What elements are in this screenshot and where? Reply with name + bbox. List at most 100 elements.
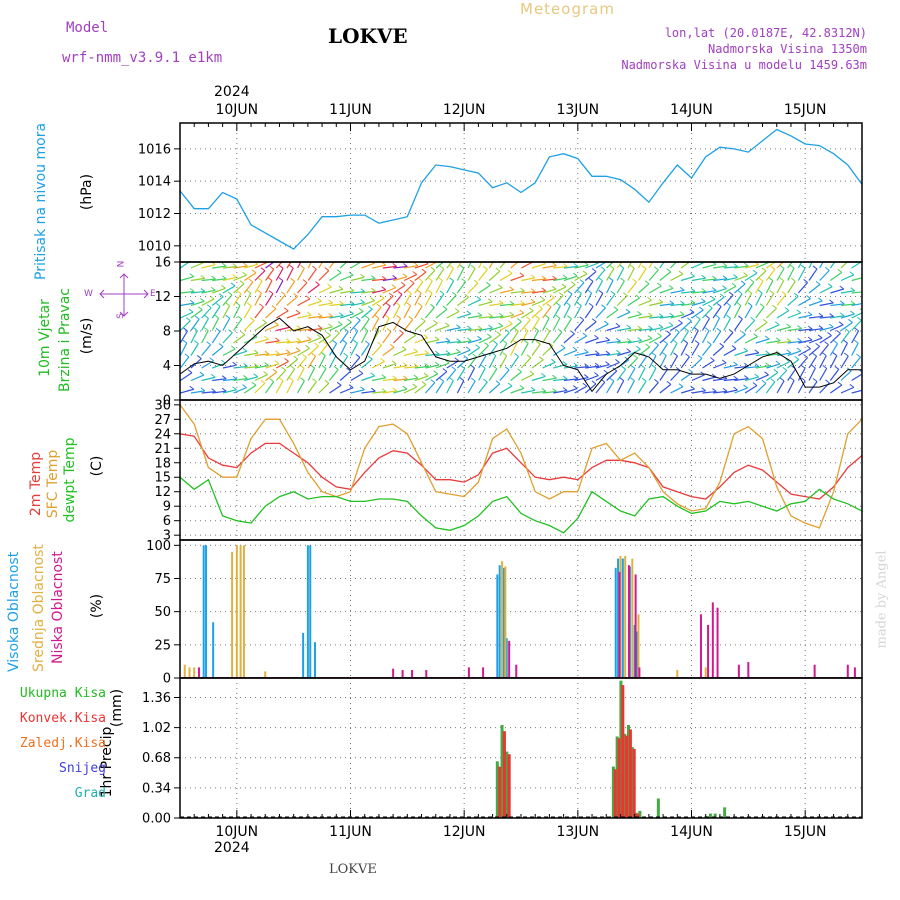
- wind-barb: [372, 390, 387, 394]
- wind-barb: [350, 330, 359, 344]
- bar-precip-1-5: [621, 685, 625, 818]
- wind-barb-tick: [694, 340, 700, 344]
- wind-barb-tick: [465, 346, 471, 351]
- bar-clouds-2-16: [716, 607, 719, 678]
- day-label-top: 10JUN: [215, 102, 258, 118]
- wind-barb: [254, 353, 269, 357]
- wind-barb-tick: [444, 322, 450, 327]
- wind-barb-tick: [523, 327, 529, 332]
- wind-barb: [457, 328, 472, 332]
- wind-barb: [627, 357, 639, 369]
- wind-barb-tick: [312, 265, 317, 270]
- wind-barb: [542, 288, 557, 294]
- wind-barb-tick: [498, 284, 503, 289]
- wind-barb-tick: [264, 335, 269, 340]
- wind-barb-tick: [481, 253, 485, 256]
- wind-barb-tick: [300, 253, 304, 256]
- wind-barb-tick: [797, 337, 802, 342]
- wind-barb-tick: [199, 371, 205, 376]
- wind-barb: [339, 370, 351, 381]
- wind-barb: [617, 340, 632, 344]
- y-tick-label: 0.00: [142, 812, 171, 827]
- wind-barb: [521, 373, 535, 382]
- wind-barb-tick: [472, 353, 477, 358]
- wind-barb: [670, 262, 677, 269]
- wind-barb: [488, 368, 498, 381]
- wind-barb-tick: [187, 369, 193, 374]
- wind-barb: [393, 284, 406, 294]
- wind-barb: [627, 297, 640, 307]
- wind-barb: [307, 355, 317, 369]
- wind-barb-tick: [605, 350, 611, 355]
- wind-barb: [648, 344, 659, 356]
- wind-barb: [617, 351, 631, 357]
- wind-barb: [478, 315, 493, 319]
- y-tick-label: 1010: [138, 239, 171, 254]
- wind-barb-tick: [663, 340, 668, 345]
- wind-barb-tick: [430, 303, 435, 308]
- wind-barb-tick: [284, 358, 289, 362]
- wind-barb-tick: [566, 302, 571, 306]
- wind-barb-tick: [743, 347, 748, 352]
- wind-barb-tick: [722, 285, 727, 289]
- wind-barb: [840, 274, 855, 282]
- wind-barb: [382, 378, 397, 382]
- wind-barb: [243, 320, 255, 331]
- wind-barb: [574, 264, 589, 269]
- wind-barb: [670, 314, 685, 319]
- wind-barb: [819, 286, 833, 294]
- wind-barb: [766, 307, 777, 319]
- y-tick-label: 1012: [138, 207, 171, 222]
- wind-barb: [307, 381, 317, 394]
- wind-barb: [670, 369, 681, 381]
- wind-barb: [243, 384, 257, 394]
- wind-barb: [435, 293, 445, 306]
- bar-clouds-2-2: [401, 670, 404, 678]
- wind-barb-tick: [403, 375, 408, 380]
- wind-barb-tick: [484, 342, 489, 346]
- wind-barb-tick: [779, 377, 785, 382]
- wind-barb: [574, 385, 588, 394]
- bar-clouds-0-1: [205, 545, 208, 678]
- wind-barb-tick: [736, 302, 742, 306]
- wind-barb: [275, 369, 287, 381]
- wind-barb-tick: [391, 360, 397, 365]
- wind-barb: [275, 360, 289, 369]
- wind-barb: [467, 282, 479, 294]
- bar-precip-1-4: [617, 738, 621, 818]
- legend-hail: Grad: [74, 786, 106, 801]
- legend-snow: Snijeg: [59, 761, 106, 776]
- wind-barb: [649, 316, 664, 319]
- wind-barb: [414, 352, 429, 357]
- wind-barb-tick: [395, 302, 401, 306]
- wind-barb-tick: [473, 279, 479, 284]
- wind-barb: [776, 352, 791, 357]
- wind-barb: [691, 343, 700, 356]
- wind-barb-tick: [475, 344, 480, 349]
- wind-barb: [627, 262, 633, 269]
- panel-frame: [179, 399, 863, 541]
- wind-barb-tick: [456, 348, 461, 353]
- wind-barb-tick: [200, 297, 205, 302]
- wind-barb: [712, 345, 725, 356]
- wind-barb-tick: [483, 378, 488, 383]
- bar-clouds-0-8: [498, 565, 501, 678]
- wind-barb-tick: [182, 339, 188, 344]
- wind-barb: [393, 388, 408, 394]
- footer-station: LOKVE: [329, 862, 377, 877]
- wind-barb-tick: [558, 292, 564, 296]
- wind-barb-tick: [598, 289, 604, 294]
- wind-barb: [307, 345, 319, 356]
- wind-barb: [648, 269, 659, 281]
- wind-barb-tick: [626, 338, 632, 342]
- wind-barb-tick: [358, 369, 364, 374]
- wind-barb: [478, 336, 492, 344]
- wind-barb: [797, 267, 806, 281]
- wind-barb: [510, 290, 525, 294]
- wind-barb: [670, 322, 683, 332]
- wind-barb: [393, 365, 408, 369]
- wind-barb-tick: [608, 277, 614, 281]
- wind-barb: [318, 368, 327, 381]
- wind-barb-tick: [305, 344, 310, 349]
- wind-barb-tick: [744, 262, 749, 267]
